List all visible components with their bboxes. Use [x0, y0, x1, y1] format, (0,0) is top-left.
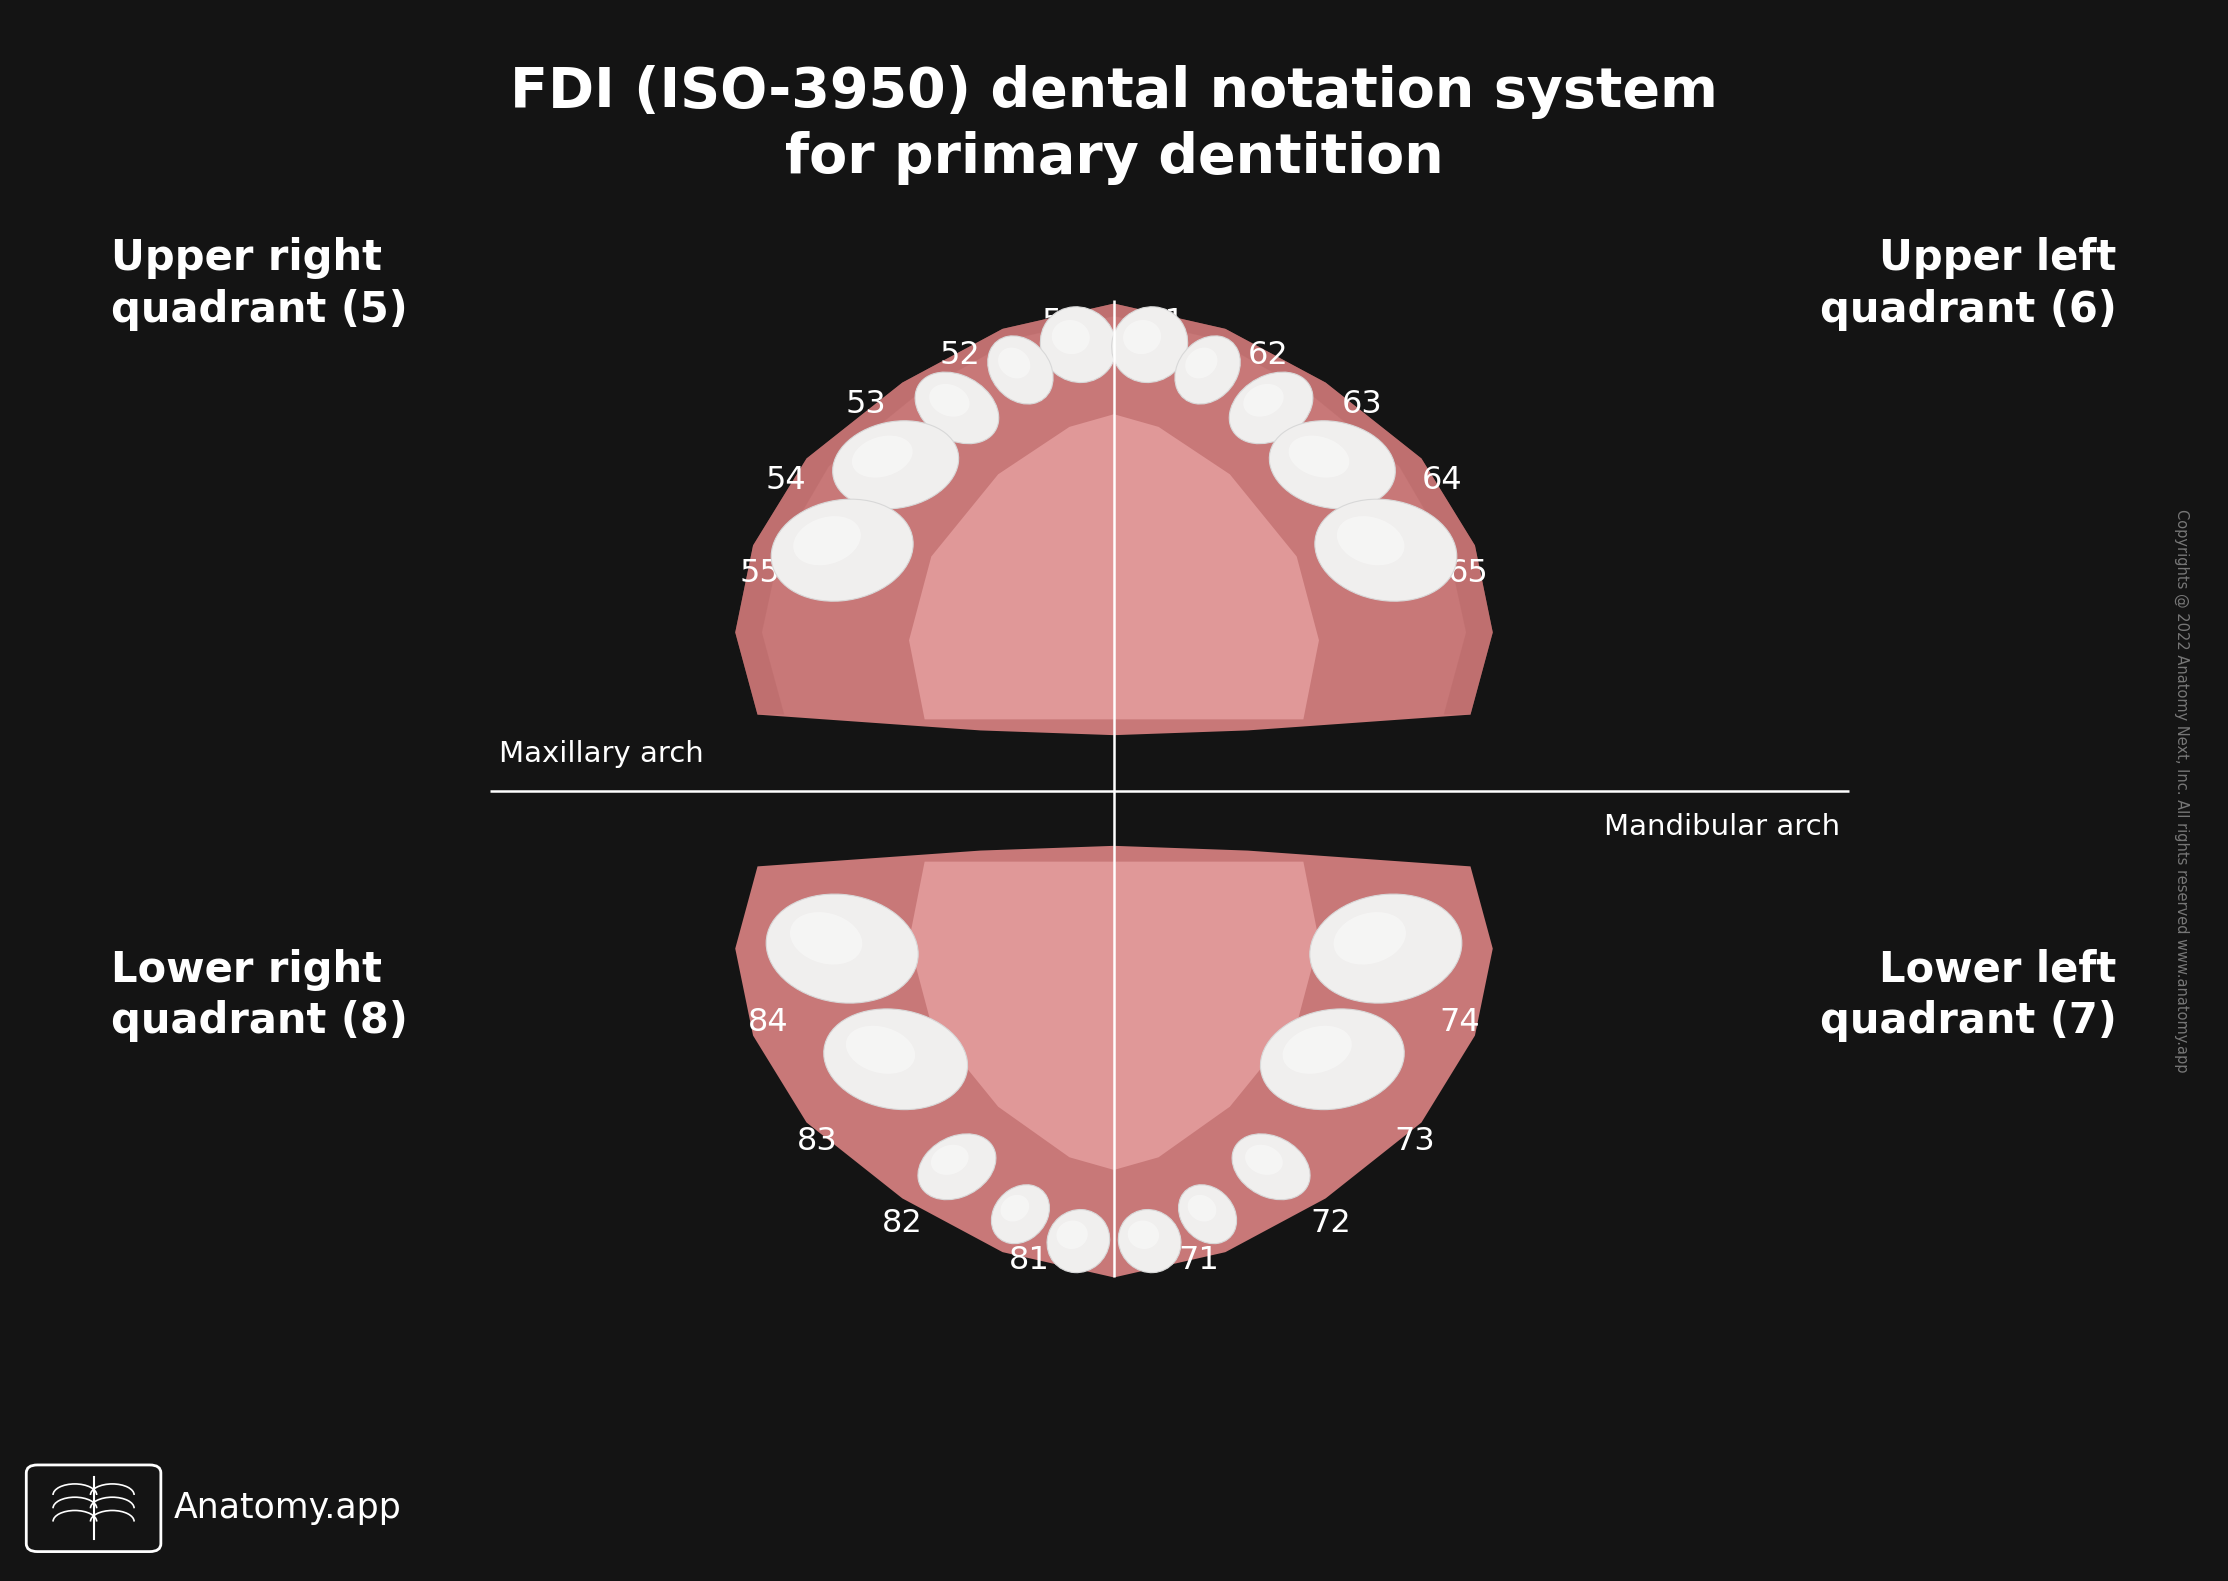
Ellipse shape [1123, 319, 1161, 354]
Ellipse shape [931, 1145, 969, 1175]
Text: 62: 62 [1248, 340, 1288, 372]
Ellipse shape [851, 436, 913, 477]
Ellipse shape [1288, 436, 1350, 477]
Ellipse shape [1185, 348, 1216, 378]
Ellipse shape [929, 384, 969, 417]
Ellipse shape [1188, 1195, 1216, 1222]
Ellipse shape [1112, 307, 1188, 383]
Ellipse shape [833, 421, 958, 509]
Text: 71: 71 [1179, 1244, 1219, 1276]
Ellipse shape [918, 1134, 996, 1200]
Ellipse shape [916, 372, 998, 444]
Text: 82: 82 [882, 1208, 922, 1240]
Ellipse shape [987, 335, 1054, 405]
Ellipse shape [771, 500, 913, 601]
Text: 51: 51 [1043, 307, 1083, 338]
Ellipse shape [1261, 1009, 1404, 1110]
Polygon shape [735, 846, 1493, 1277]
Text: 73: 73 [1395, 1126, 1435, 1157]
Text: 55: 55 [740, 558, 780, 590]
Ellipse shape [1232, 1134, 1310, 1200]
Ellipse shape [991, 1184, 1049, 1244]
Text: 53: 53 [847, 389, 887, 421]
Ellipse shape [1270, 421, 1395, 509]
Ellipse shape [793, 515, 860, 566]
Ellipse shape [824, 1009, 967, 1110]
Text: 75: 75 [1408, 912, 1448, 944]
Text: 52: 52 [940, 340, 980, 372]
Text: 83: 83 [798, 1126, 838, 1157]
Text: Upper right
quadrant (5): Upper right quadrant (5) [111, 237, 408, 330]
Text: Lower right
quadrant (8): Lower right quadrant (8) [111, 949, 408, 1042]
Text: 74: 74 [1439, 1007, 1479, 1039]
Ellipse shape [1047, 1209, 1110, 1273]
Polygon shape [909, 862, 1319, 1170]
Ellipse shape [1118, 1209, 1181, 1273]
Text: 72: 72 [1310, 1208, 1350, 1240]
Polygon shape [909, 414, 1319, 719]
Text: FDI (ISO-3950) dental notation system: FDI (ISO-3950) dental notation system [510, 65, 1718, 119]
Ellipse shape [1179, 1184, 1237, 1244]
Ellipse shape [998, 348, 1029, 378]
Polygon shape [735, 304, 1493, 715]
Text: 81: 81 [1009, 1244, 1049, 1276]
Text: Anatomy.app: Anatomy.app [174, 1491, 401, 1526]
Text: Mandibular arch: Mandibular arch [1604, 813, 1840, 841]
Ellipse shape [1052, 319, 1089, 354]
Ellipse shape [1315, 500, 1457, 601]
Ellipse shape [1243, 384, 1283, 417]
Ellipse shape [1230, 372, 1312, 444]
Text: for primary dentition: for primary dentition [784, 131, 1444, 185]
Text: 85: 85 [784, 912, 824, 944]
Ellipse shape [1337, 515, 1404, 566]
Ellipse shape [847, 1026, 916, 1073]
Text: 61: 61 [1145, 307, 1185, 338]
Ellipse shape [1127, 1221, 1159, 1249]
Polygon shape [735, 304, 1493, 735]
Ellipse shape [791, 912, 862, 964]
Ellipse shape [1335, 912, 1406, 964]
Text: 64: 64 [1421, 465, 1462, 496]
Text: Copyrights @ 2022 Anatomy Next, Inc. All rights reserved www.anatomy.app: Copyrights @ 2022 Anatomy Next, Inc. All… [2175, 509, 2188, 1072]
Ellipse shape [1174, 335, 1241, 405]
Text: Lower left
quadrant (7): Lower left quadrant (7) [1820, 949, 2117, 1042]
Ellipse shape [1056, 1221, 1087, 1249]
Ellipse shape [1310, 895, 1462, 1002]
Text: 84: 84 [749, 1007, 789, 1039]
Text: 63: 63 [1341, 389, 1381, 421]
Ellipse shape [1245, 1145, 1283, 1175]
Ellipse shape [766, 895, 918, 1002]
Ellipse shape [1040, 307, 1116, 383]
Text: Upper left
quadrant (6): Upper left quadrant (6) [1820, 237, 2117, 330]
Ellipse shape [1283, 1026, 1352, 1073]
Ellipse shape [1000, 1195, 1029, 1222]
Text: 54: 54 [766, 465, 807, 496]
Text: Maxillary arch: Maxillary arch [499, 740, 704, 768]
Text: 65: 65 [1448, 558, 1488, 590]
